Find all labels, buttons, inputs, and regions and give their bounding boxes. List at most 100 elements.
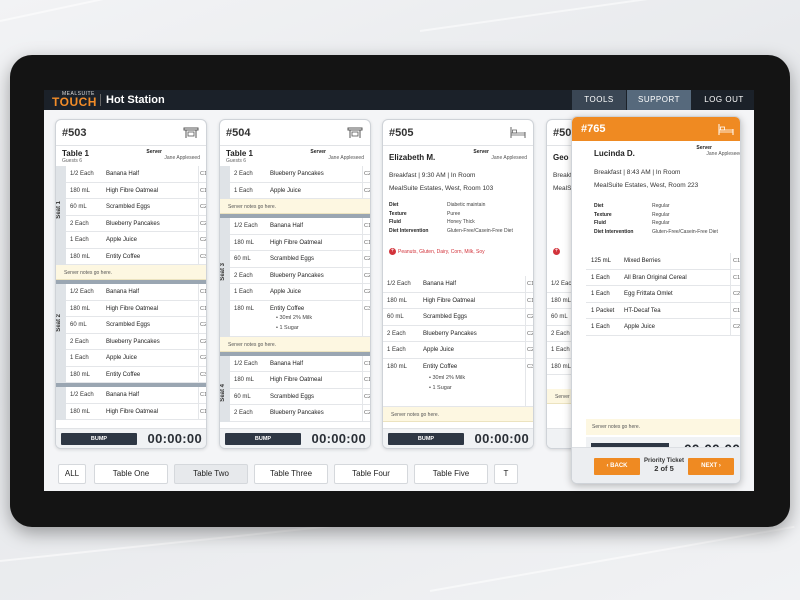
list-item[interactable]: 180 mL High Fibre Oatmeal C1 xyxy=(230,372,370,389)
list-item[interactable]: 1/2 Each Banana Half C1 xyxy=(383,276,533,293)
list-item[interactable]: 180 mL High Fibre Oatmeal C1 xyxy=(66,300,206,317)
table-icon xyxy=(347,127,363,138)
item-quantity: 1 Each xyxy=(234,289,253,295)
list-item[interactable]: 60 mL Scrambled Eggs C2 xyxy=(230,251,370,268)
list-item[interactable]: 1 Each Apple Juice C2 xyxy=(383,342,533,359)
back-button[interactable]: ‹ BACK xyxy=(594,458,640,475)
list-item[interactable]: 180 mL Entity Coffee C3 xyxy=(66,248,206,265)
list-item[interactable]: 180 mL High Fibre Oatmeal C1 xyxy=(230,234,370,251)
list-item[interactable]: 1 Each All Bran Original Cereal C1 xyxy=(586,269,740,286)
list-item[interactable]: 180 mL Entity Coffee • 30ml 2% Milk • 1 … xyxy=(383,358,533,407)
list-item[interactable]: 1 Each Apple Juice C2 xyxy=(66,350,206,367)
tab-table-one[interactable]: Table One xyxy=(94,464,168,484)
list-item[interactable]: 180 mL High Fibre Oatmeal C1 xyxy=(66,182,206,199)
list-item[interactable]: 1/2 Each Banana Half C1 xyxy=(66,166,206,183)
item-quantity: 180 mL xyxy=(70,305,91,312)
ticket-timer: 00:00:00 xyxy=(474,431,529,446)
ticket-body: 2 Each Blueberry Pancakes C2 1 Each Apple Ju… xyxy=(220,166,370,428)
list-item[interactable]: 1/2 Each Banana Half C1 xyxy=(230,218,370,235)
item-course: C3 xyxy=(362,300,370,336)
ticket-footer: BUMP 00:00:00 xyxy=(383,428,533,448)
logo-small-text: MEALSUITE xyxy=(62,91,95,97)
seat-label: Seat 1 xyxy=(56,201,62,219)
ticket-card-503[interactable]: #503 Table 1 Guests 6 Server Jane Apples… xyxy=(55,119,207,449)
bump-button[interactable]: BUMP xyxy=(61,433,137,445)
seat-strip xyxy=(220,166,230,199)
diet-value: Gluten-Free/Casein-Free Diet xyxy=(447,227,513,234)
item-quantity: 180 mL xyxy=(70,371,91,378)
list-item[interactable]: 180 mL High Fibre Oatmeal C1 xyxy=(383,292,533,309)
tab-table-four[interactable]: Table Four xyxy=(334,464,408,484)
list-item[interactable]: 180 mL High Fibre Oatmeal C1 xyxy=(66,403,206,420)
item-list: 125 mL Mixed Berries C1 1 Each All Bran Orig… xyxy=(586,253,740,336)
list-item[interactable]: 1 Each Egg Frittata Omlet C2 xyxy=(586,286,740,303)
tab-table-six[interactable]: T xyxy=(494,464,518,484)
list-item[interactable]: 1 Packet HT-Decaf Tea C1 xyxy=(586,302,740,319)
list-item[interactable]: 2 Each Blueberry Pancakes C2 xyxy=(230,405,370,422)
list-item[interactable]: 1/2 Each Banana Half C1 xyxy=(66,387,206,404)
table-name: Table 1 xyxy=(226,149,253,158)
tab-table-two[interactable]: Table Two xyxy=(174,464,248,484)
list-item[interactable]: 180 mL Entity Coffee C3 xyxy=(66,366,206,383)
meal-info: Breakfast xyxy=(553,172,581,179)
list-item[interactable]: 180 mL Entity Coffee • 30ml 2% Milk • 1 … xyxy=(230,300,370,337)
list-item[interactable]: 2 Each Blueberry Pancakes C2 xyxy=(66,333,206,350)
ticket-number: #505 xyxy=(389,127,414,139)
priority-ticket-panel[interactable]: #765 Lucinda D. Server Jane Appleseed Br… xyxy=(571,116,741,484)
logout-button[interactable]: LOG OUT xyxy=(704,95,744,104)
server-label: Server xyxy=(473,149,489,155)
item-quantity: 2 Each xyxy=(70,220,89,227)
item-quantity: 125 mL xyxy=(591,258,612,264)
item-name: Blueberry Pancakes xyxy=(270,171,324,177)
list-item[interactable]: 2 Each Blueberry Pancakes C2 xyxy=(230,166,370,183)
tab-table-five[interactable]: Table Five xyxy=(414,464,488,484)
item-name: Apple Juice xyxy=(423,347,455,353)
list-item[interactable]: 60 mL Scrambled Eggs C2 xyxy=(383,309,533,326)
server-notes: Server notes go here. xyxy=(220,199,370,214)
item-name: Banana Half xyxy=(270,223,304,229)
list-item[interactable]: 2 Each Blueberry Pancakes C2 xyxy=(66,215,206,232)
list-item[interactable]: 1 Each Apple Juice C2 xyxy=(586,319,740,336)
ticket-footer: BUMP 00:00:00 xyxy=(220,428,370,448)
list-item[interactable]: 60 mL Scrambled Eggs C2 xyxy=(230,388,370,405)
list-item[interactable]: 1/2 Each Banana Half C1 xyxy=(230,355,370,372)
item-course: C1 xyxy=(198,284,206,300)
bump-button[interactable]: BUMP xyxy=(388,433,464,445)
tools-button[interactable]: TOOLS xyxy=(572,90,626,110)
bump-button[interactable]: BUMP xyxy=(225,433,301,445)
priority-ticket-body: Lucinda D. Server Jane Appleseed Breakfa… xyxy=(586,141,741,467)
list-item[interactable]: 125 mL Mixed Berries C1 xyxy=(586,253,740,270)
ticket-card-505[interactable]: #505 Server Jane Appleseed Elizabeth M. … xyxy=(382,119,534,449)
server-name: Jane Appleseed xyxy=(706,151,741,157)
item-course: C1 xyxy=(198,403,206,419)
list-item[interactable]: 60 mL Scrambled Eggs C2 xyxy=(66,199,206,216)
logo-big-text: TOUCH xyxy=(52,95,97,109)
item-course: C1 xyxy=(198,166,206,182)
list-item[interactable]: 1 Each Apple Juice C2 xyxy=(66,232,206,249)
item-quantity: 1/2 Each xyxy=(387,281,411,287)
item-course: C2 xyxy=(362,182,370,198)
list-item[interactable]: 1 Each Apple Juice C2 xyxy=(230,182,370,199)
support-button[interactable]: SUPPORT xyxy=(627,90,691,110)
server-name: Jane Appleseed xyxy=(328,155,364,161)
server-notes: Server notes go here. xyxy=(383,406,533,422)
seat-label: Seat 3 xyxy=(220,263,226,281)
allergy-list: Peanuts, Gluten, Dairy, Corn, Milk, Soy xyxy=(398,248,485,255)
item-course: C3 xyxy=(198,366,206,382)
list-item[interactable]: 60 mL Scrambled Eggs C2 xyxy=(66,317,206,334)
tab-all[interactable]: ALL xyxy=(58,464,86,484)
list-item[interactable]: 1/2 Each Banana Half C1 xyxy=(66,284,206,301)
list-item[interactable]: 2 Each Blueberry Pancakes C2 xyxy=(230,267,370,284)
item-quantity: 180 mL xyxy=(234,377,255,383)
item-course: C1 xyxy=(362,372,370,388)
ticket-card-504[interactable]: #504 Table 1 Guests 6 Server Jane Apples… xyxy=(219,119,371,449)
item-name: Scrambled Eggs xyxy=(270,256,315,262)
item-name: Apple Juice xyxy=(270,187,302,194)
list-item[interactable]: 1 Each Apple Juice C2 xyxy=(230,284,370,301)
list-item[interactable]: 2 Each Blueberry Pancakes C2 xyxy=(383,325,533,342)
tab-table-three[interactable]: Table Three xyxy=(254,464,328,484)
diet-key: Texture xyxy=(594,211,612,218)
item-name: Blueberry Pancakes xyxy=(106,220,160,227)
allergy-warning: + Peanuts, Gluten, Dairy, Corn, Milk, Soy xyxy=(389,248,485,255)
next-button[interactable]: NEXT › xyxy=(688,458,734,475)
